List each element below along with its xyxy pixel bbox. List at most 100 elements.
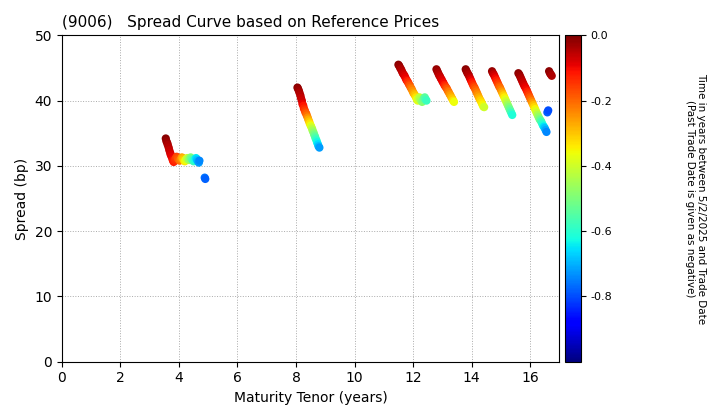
Point	[490, 75, 501, 82]
Point	[536, 120, 548, 127]
Point	[310, 133, 321, 140]
Point	[312, 143, 324, 150]
Point	[469, 86, 481, 93]
Point	[189, 157, 200, 163]
Point	[189, 156, 201, 163]
Point	[294, 92, 306, 99]
Point	[534, 117, 546, 123]
Point	[163, 147, 175, 154]
Point	[490, 77, 502, 84]
Point	[302, 116, 314, 123]
Point	[199, 174, 210, 181]
Point	[544, 70, 556, 76]
Point	[461, 68, 472, 75]
Point	[176, 155, 187, 162]
Point	[392, 61, 404, 68]
Point	[186, 155, 197, 162]
Point	[418, 95, 430, 102]
Point	[436, 76, 447, 83]
Point	[406, 86, 418, 92]
Point	[506, 112, 518, 118]
Point	[530, 108, 541, 114]
Point	[192, 158, 204, 165]
Point	[539, 125, 551, 131]
Point	[167, 156, 179, 163]
Point	[414, 94, 426, 101]
Point	[524, 94, 536, 101]
Point	[521, 88, 533, 95]
Point	[474, 96, 485, 102]
Point	[472, 90, 483, 97]
Point	[523, 92, 535, 99]
Point	[300, 109, 311, 116]
Point	[298, 105, 310, 112]
Point	[537, 122, 549, 129]
Point	[191, 155, 202, 162]
Point	[399, 72, 410, 79]
Point	[302, 114, 313, 121]
Point	[163, 144, 174, 151]
Point	[161, 140, 173, 147]
Point	[306, 125, 318, 132]
Point	[460, 66, 472, 73]
Point	[310, 135, 321, 142]
Point	[464, 75, 476, 82]
Point	[435, 75, 446, 82]
Point	[402, 79, 414, 86]
Point	[544, 68, 555, 75]
Point	[446, 95, 458, 102]
Point	[413, 95, 424, 102]
Point	[405, 84, 416, 91]
Point	[437, 78, 449, 85]
Point	[526, 98, 537, 105]
Point	[175, 157, 186, 163]
Point	[518, 81, 529, 88]
Point	[193, 159, 204, 166]
Point	[516, 75, 527, 82]
Point	[400, 76, 412, 83]
Point	[466, 79, 477, 86]
Point	[521, 86, 532, 93]
Point	[300, 110, 312, 117]
Point	[545, 71, 557, 78]
Point	[526, 100, 538, 107]
Point	[519, 83, 531, 89]
Point	[469, 84, 480, 91]
Point	[394, 63, 405, 69]
Point	[486, 68, 498, 75]
Point	[307, 127, 318, 134]
Point	[176, 154, 188, 161]
Point	[160, 135, 171, 142]
Y-axis label: Time in years between 5/2/2025 and Trade Date
(Past Trade Date is given as negat: Time in years between 5/2/2025 and Trade…	[685, 73, 706, 324]
Point	[187, 157, 199, 163]
Point	[180, 157, 192, 163]
Point	[498, 94, 510, 101]
Point	[177, 155, 189, 161]
Point	[416, 99, 428, 105]
Point	[179, 158, 190, 164]
Point	[536, 118, 547, 125]
Point	[514, 73, 526, 80]
Point	[467, 81, 479, 88]
Point	[492, 79, 503, 86]
Point	[185, 154, 197, 161]
Point	[308, 131, 320, 138]
Point	[476, 99, 487, 106]
Point	[395, 65, 406, 71]
Point	[165, 152, 176, 158]
Point	[477, 103, 489, 110]
Point	[489, 73, 500, 80]
Point	[501, 100, 513, 107]
Point	[172, 154, 184, 161]
Point	[415, 97, 427, 104]
Point	[395, 66, 407, 73]
Point	[441, 86, 453, 92]
Point	[410, 92, 421, 99]
Point	[183, 156, 194, 163]
Point	[462, 70, 473, 76]
Point	[162, 142, 174, 148]
Point	[178, 156, 189, 163]
Point	[477, 101, 488, 108]
Point	[438, 81, 450, 88]
Point	[468, 83, 480, 89]
